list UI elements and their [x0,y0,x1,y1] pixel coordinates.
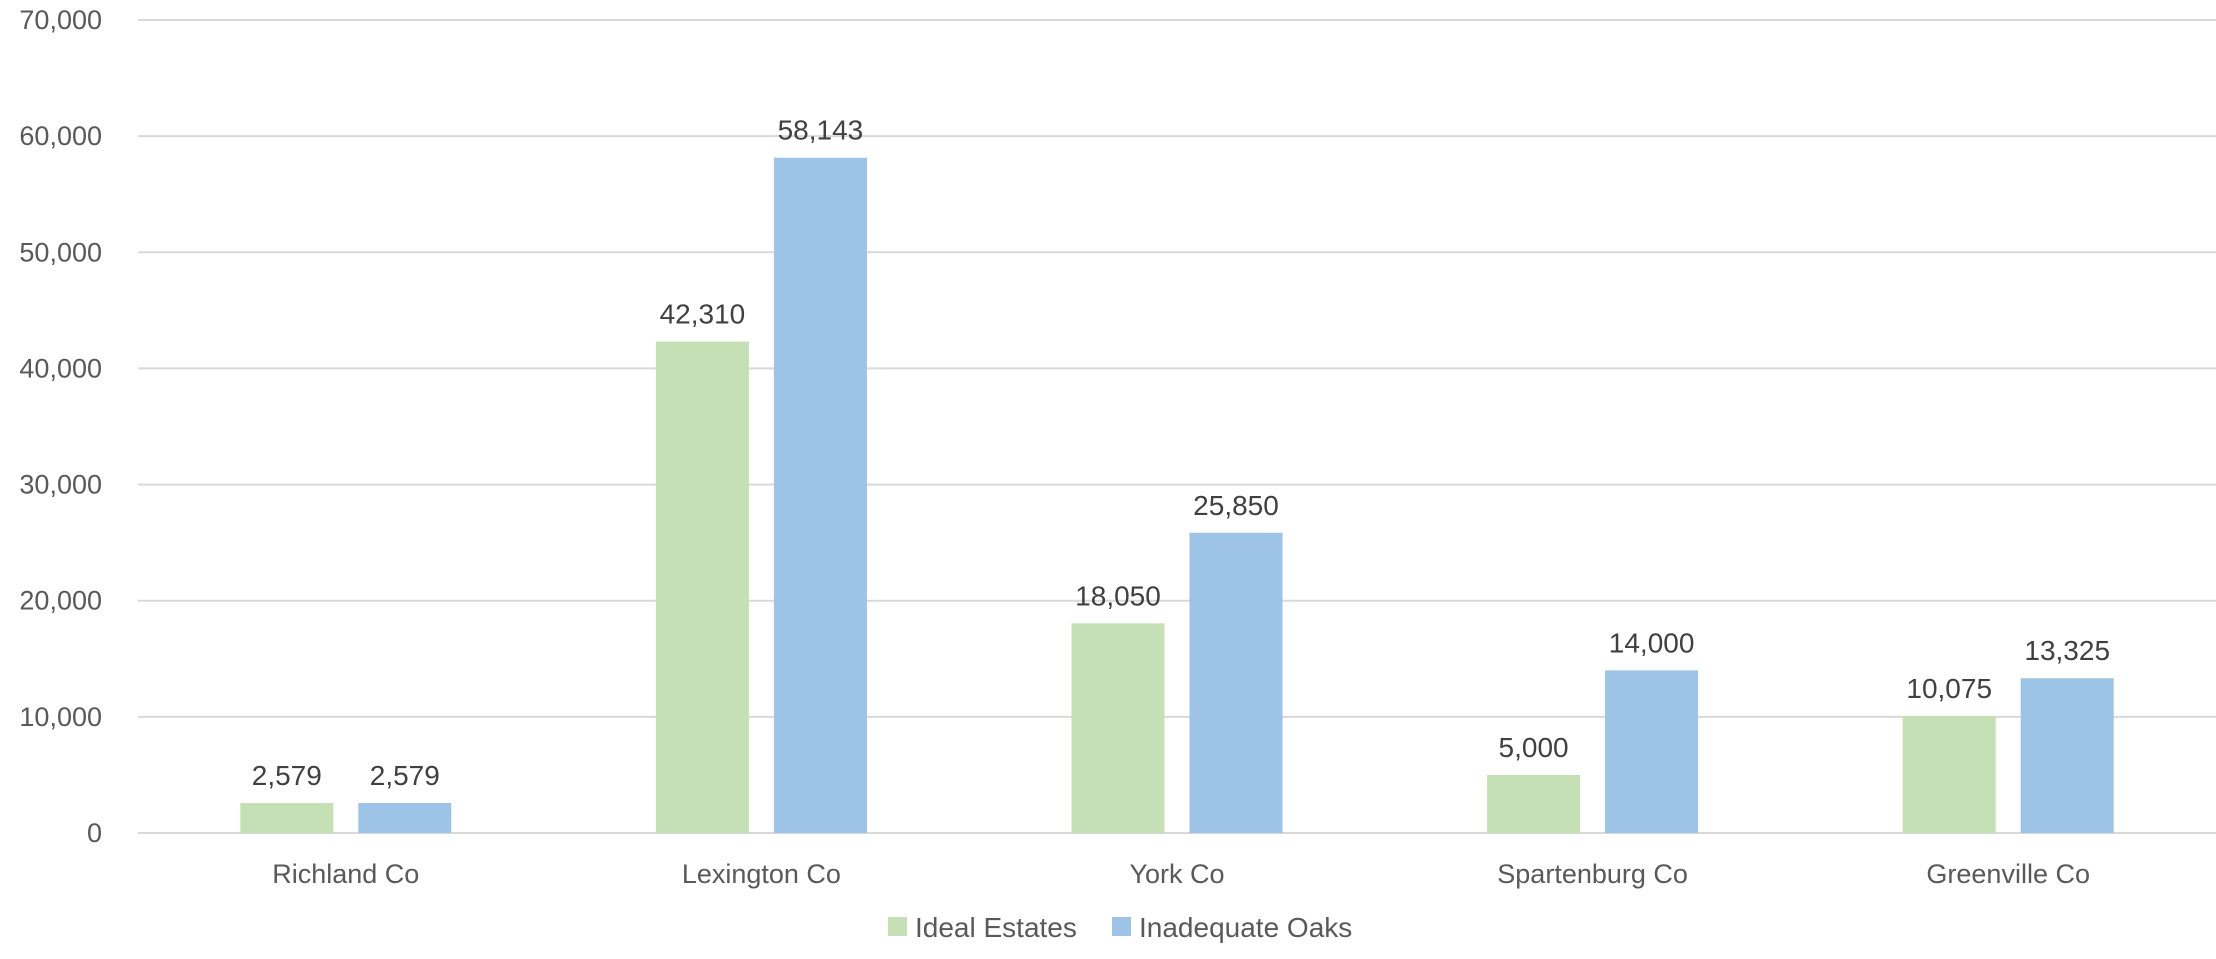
data-labels: 2,579 2,579 42,310 58,143 18,050 25,850 5,000 1… [252,115,2110,791]
bar-inadequate-oaks [2020,678,2114,833]
data-label: 42,310 [660,299,746,330]
bar-inadequate-oaks [1189,532,1283,833]
data-label: 25,850 [1193,490,1279,521]
bar-ideal-estates [1071,623,1165,833]
bar-inadequate-oaks [773,157,867,834]
y-tick-label: 40,000 [19,353,102,383]
legend-swatch [888,917,907,936]
legend: Ideal Estates Inadequate Oaks [888,912,1352,943]
data-label: 5,000 [1499,732,1569,763]
bar-inadequate-oaks [358,803,452,833]
legend-label: Inadequate Oaks [1139,912,1352,943]
x-category-label: Richland Co [272,859,419,889]
data-label: 13,325 [2024,635,2110,666]
x-category-label: Spartenburg Co [1497,859,1688,889]
bar-ideal-estates [655,341,749,833]
bars [240,157,2114,834]
x-category-label: Greenville Co [1926,859,2090,889]
bar-inadequate-oaks [1605,670,1699,833]
y-tick-label: 10,000 [19,702,102,732]
bar-ideal-estates [1902,715,1996,833]
bar-ideal-estates [240,803,334,833]
data-label: 14,000 [1609,627,1695,658]
bar-ideal-estates [1487,774,1581,833]
data-label: 18,050 [1075,580,1161,611]
data-label: 10,075 [1906,673,1992,704]
y-tick-label: 60,000 [19,121,102,151]
y-tick-label: 70,000 [19,5,102,35]
legend-label: Ideal Estates [915,912,1077,943]
x-axis: Richland Co Lexington Co York Co Spartenbur… [272,859,2090,889]
y-tick-label: 50,000 [19,237,102,267]
y-axis: 0 10,000 20,000 30,000 40,000 50,000 60,000 70,… [19,5,102,848]
y-tick-label: 30,000 [19,470,102,500]
data-label: 2,579 [252,760,322,791]
y-tick-label: 20,000 [19,586,102,616]
legend-swatch [1112,917,1131,936]
data-label: 2,579 [370,760,440,791]
x-category-label: York Co [1129,859,1224,889]
data-label: 58,143 [778,115,864,146]
gridlines [138,19,2216,834]
y-tick-label: 0 [87,818,102,848]
x-category-label: Lexington Co [682,859,841,889]
